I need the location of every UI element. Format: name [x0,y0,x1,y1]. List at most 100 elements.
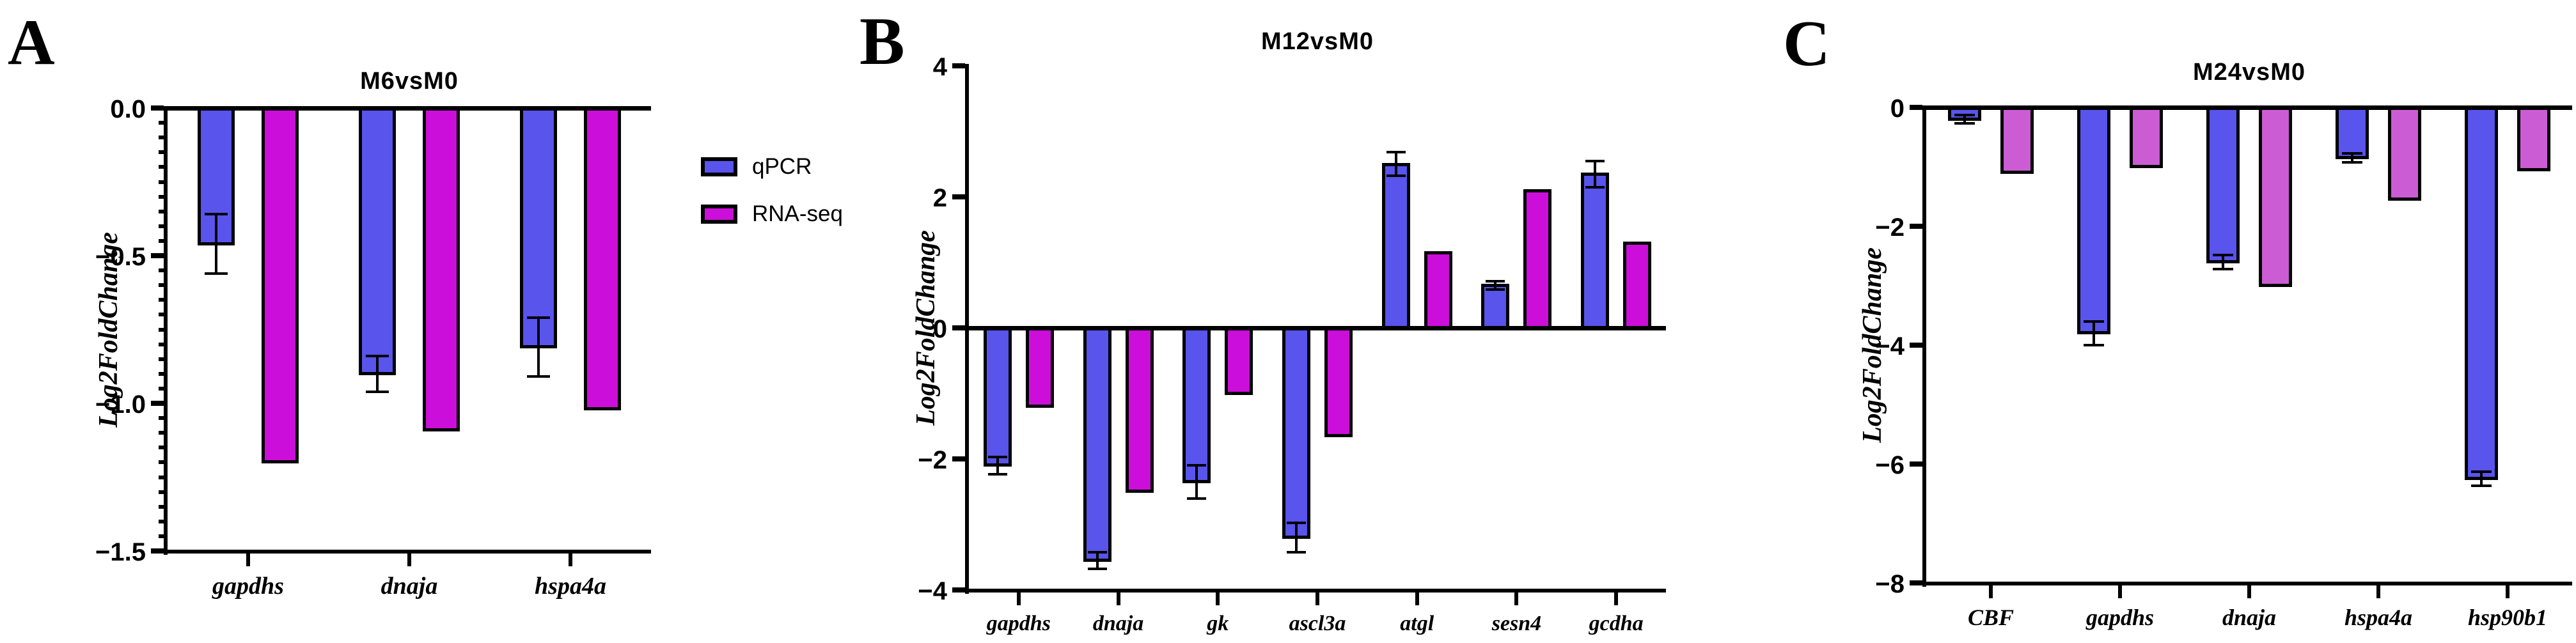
x-category-tick [1514,593,1519,605]
y-minor-tick [159,342,167,346]
bar-rnaseq-gcdha [1623,241,1652,329]
bar-qpcr-atgl [1381,162,1410,329]
legend-label-qpcr: qPCR [752,154,812,179]
y-minor-tick [159,313,167,317]
error-bar-line [1963,115,1966,124]
bar-rnaseq-CBF [2000,106,2034,174]
bar-rnaseq-hspa4a [2388,106,2421,201]
y-major-tick [1910,461,1922,467]
y-major-tick [952,587,965,593]
x-category-tick [2506,585,2509,598]
panel-title: M24vsM0 [2193,59,2305,86]
y-tick-label: −1.0 [95,391,146,419]
bar-rnaseq-atgl [1424,251,1452,329]
error-bar-cap [1386,151,1406,154]
bar-qpcr-hsp90b1 [2465,106,2498,481]
category-label-hsp90b1: hsp90b1 [2467,605,2548,630]
error-bar-line [1394,152,1397,176]
error-bar-cap [2342,151,2362,155]
panel-letter-A: A [8,6,55,79]
x-axis-line [164,550,651,554]
bar-rnaseq-dnaja [1125,327,1154,493]
category-label-gapdhs: gapdhs [2085,605,2155,630]
error-bar-cap [2213,267,2233,270]
error-bar-cap [2342,161,2362,164]
y-major-tick [151,548,164,554]
bar-qpcr-hspa4a [520,107,557,349]
bar-qpcr-gapdhs [983,327,1012,467]
y-minor-tick [159,504,167,509]
category-label-atgl: atgl [1400,612,1434,635]
x-category-tick [2118,585,2122,598]
x-category-tick [1116,593,1120,605]
x-category-tick [2376,585,2380,598]
error-bar-line [537,318,540,377]
error-bar-cap [1087,568,1107,571]
category-label-dnaja: dnaja [1092,612,1144,635]
y-tick-label: −0.5 [95,243,146,271]
x-category-tick [1216,593,1220,605]
y-tick-label: −8 [1875,570,1905,598]
y-major-tick [952,194,965,199]
error-bar-line [2351,153,2353,163]
x-category-tick [1614,593,1619,605]
y-minor-tick [159,121,167,125]
y-tick-label: 2 [932,184,947,212]
y-minor-tick [159,416,167,421]
y-tick-label: −2 [918,446,947,474]
y-major-tick [151,253,164,258]
bar-rnaseq-ascl3a [1324,327,1353,438]
zero-line [164,106,651,111]
y-minor-tick [159,475,167,479]
legend-swatch-rna-seq [701,205,737,224]
bar-rnaseq-gk [1225,327,1253,395]
y-minor-tick [159,165,167,169]
y-major-tick [151,105,164,111]
category-label-dnaja: dnaja [381,573,438,600]
bar-rnaseq-dnaja [2259,106,2292,287]
bar-qpcr-dnaja [2206,106,2240,263]
category-label-ascl3a: ascl3a [1289,612,1346,635]
y-major-tick [952,63,965,68]
error-bar-line [2480,472,2483,486]
y-minor-tick [159,371,167,376]
x-category-tick [569,554,572,566]
y-major-tick [151,401,164,406]
y-minor-tick [159,283,167,288]
bar-qpcr-dnaja [359,107,396,375]
x-category-tick [2247,585,2251,598]
y-tick-label: 4 [932,53,947,81]
x-category-tick [1415,593,1419,605]
y-tick-label: −4 [1875,332,1905,360]
y-minor-tick [159,298,167,302]
error-bar-cap [1486,288,1505,291]
error-bar-cap [2471,484,2492,488]
y-tick-label: −2 [1875,213,1905,242]
y-minor-tick [159,238,167,243]
bar-qpcr-gapdhs [2077,106,2110,335]
x-category-tick [246,554,250,566]
x-category-tick [1315,593,1319,605]
y-major-tick [952,325,965,330]
y-minor-tick [159,460,167,465]
zero-line [965,326,1666,330]
y-tick-label: −4 [918,577,947,605]
error-bar-cap [205,213,228,216]
error-bar-line [1594,160,1597,187]
bar-rnaseq-dnaja [423,107,460,431]
y-minor-tick [159,534,167,538]
category-label-sesn4: sesn4 [1491,612,1542,635]
error-bar-cap [2084,320,2104,323]
x-category-tick [1016,593,1021,605]
error-bar-cap [1954,114,1975,117]
error-bar-cap [366,355,389,358]
bar-qpcr-ascl3a [1282,327,1310,539]
panel-letter-B: B [860,4,905,79]
y-minor-tick [159,327,167,332]
y-major-tick [1910,580,1922,585]
panel-title: M6vsM0 [360,68,459,95]
error-bar-line [1295,523,1298,552]
bar-rnaseq-sesn4 [1523,189,1552,329]
error-bar-line [2222,254,2224,269]
